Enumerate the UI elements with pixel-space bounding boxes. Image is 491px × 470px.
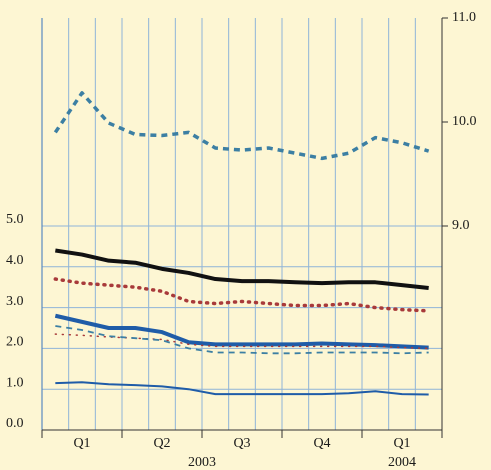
year-label: 2004: [388, 455, 416, 470]
series-line: [55, 325, 429, 355]
series-line: [54, 313, 429, 350]
series-line: [54, 333, 430, 350]
series-line: [55, 381, 429, 396]
series-line: [53, 277, 431, 313]
x-tick-label: Q1: [393, 436, 410, 451]
x-tick-label: Q4: [313, 436, 330, 451]
y2-tick-label: 10.0: [452, 114, 477, 129]
series-line: [53, 91, 430, 161]
y-tick-label: 0.0: [6, 416, 24, 431]
y-tick-label: 1.0: [6, 375, 24, 390]
y2-tick-label: 9.0: [452, 218, 470, 233]
y-tick-label: 5.0: [6, 212, 24, 227]
y2-tick-label: 11.0: [452, 10, 476, 25]
y-tick-label: 4.0: [6, 253, 24, 268]
series-line: [55, 248, 429, 291]
y-tick-label: 2.0: [6, 335, 24, 350]
year-label: 2003: [188, 455, 216, 470]
y-tick-label: 3.0: [6, 294, 24, 309]
x-tick-label: Q2: [153, 436, 170, 451]
x-tick-label: Q1: [73, 436, 90, 451]
x-tick-label: Q3: [233, 436, 250, 451]
